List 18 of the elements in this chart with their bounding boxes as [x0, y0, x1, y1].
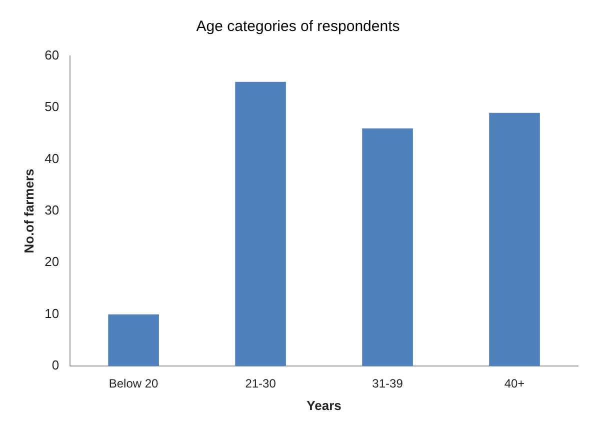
y-tick-label: 10 [44, 306, 60, 321]
bar [235, 82, 286, 366]
bar [489, 112, 540, 366]
y-tick-label: 40 [44, 150, 60, 166]
x-tick-label: 21-30 [245, 376, 276, 391]
bar [108, 314, 159, 366]
x-tick-label: 40+ [504, 376, 525, 391]
y-axis-title: No.of farmers [21, 168, 36, 254]
y-tick-label: 0 [52, 358, 60, 373]
x-tick-label: Below 20 [108, 376, 159, 391]
chart-title: Age categories of respondents [196, 18, 400, 36]
y-tick-label: 60 [44, 48, 60, 63]
x-tick-label: 31-39 [372, 376, 404, 391]
bar [362, 128, 413, 366]
y-tick-label: 50 [44, 99, 60, 114]
y-tick-label: 30 [44, 202, 60, 218]
x-axis-title: Years [306, 398, 342, 413]
y-tick-label: 20 [44, 254, 60, 270]
